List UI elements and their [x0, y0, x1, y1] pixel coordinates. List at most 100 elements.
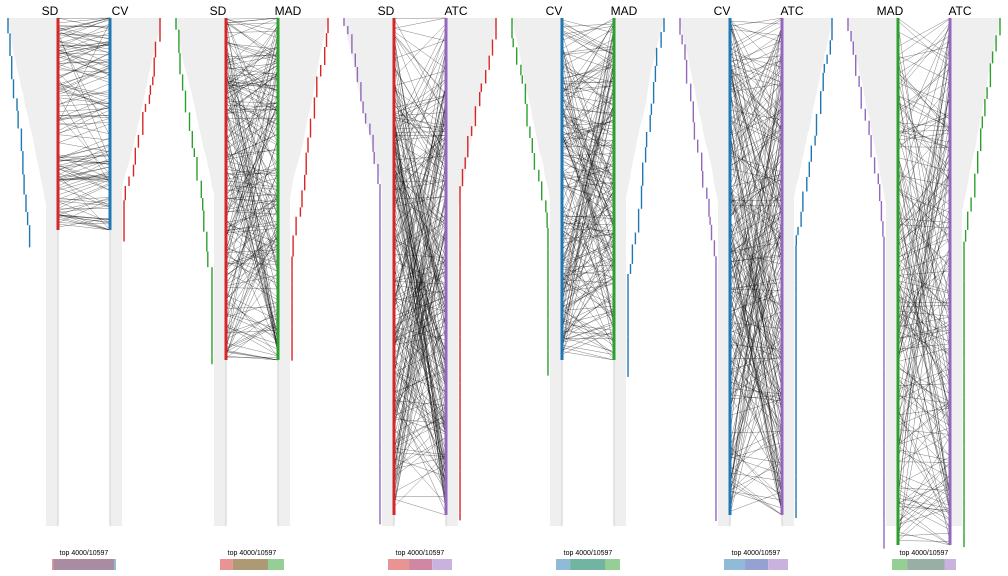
rank-connection-line — [561, 303, 615, 360]
rank-connection-line — [225, 291, 279, 357]
rank-connection-line — [393, 453, 447, 507]
rank-connection-line — [57, 144, 111, 158]
rank-connection-line — [57, 174, 111, 230]
rank-connection-line — [897, 410, 951, 530]
rank-connection-line — [561, 105, 615, 212]
rank-connection-line — [225, 329, 279, 334]
rank-connection-line — [729, 220, 783, 514]
rank-connection-line — [897, 132, 951, 141]
rank-connection-line — [897, 140, 951, 194]
rank-connection-line — [897, 20, 951, 68]
overlap-bar-right-only — [605, 559, 620, 570]
rank-connection-line — [561, 25, 615, 95]
rank-connection-line — [57, 97, 111, 119]
overlap-bar-right-only — [768, 559, 788, 570]
rank-connection-line — [393, 259, 447, 419]
rank-connection-line — [393, 132, 447, 194]
rank-connection-line — [225, 228, 279, 347]
rank-connection-line — [225, 32, 279, 265]
rank-connection-line — [57, 19, 111, 36]
rank-connection-line — [57, 155, 111, 162]
rank-connection-line — [57, 122, 111, 135]
rank-connection-line — [225, 22, 279, 26]
rank-connection-line — [561, 34, 615, 63]
rank-connection-line — [225, 317, 279, 359]
rank-connection-line — [729, 80, 783, 123]
rank-connection-line — [729, 325, 783, 446]
rank-connection-line — [225, 165, 279, 188]
rank-connection-line — [729, 388, 783, 395]
rank-connection-line — [225, 86, 279, 112]
rank-connection-line — [393, 98, 447, 130]
rank-connection-line — [393, 126, 447, 130]
rank-connection-line — [57, 102, 111, 107]
panel-cv-atc: CV ATC top 4000/10597 — [679, 4, 833, 570]
rank-connection-line — [561, 55, 615, 146]
right-distribution-area — [446, 18, 497, 526]
rank-connection-line — [729, 115, 783, 465]
rank-connection-line — [561, 204, 615, 238]
rank-connection-line — [225, 41, 279, 61]
rank-connection-line — [57, 108, 111, 112]
rank-connection-line — [225, 102, 279, 238]
rank-connection-line — [897, 473, 951, 496]
rank-connection-line — [729, 429, 783, 456]
rank-connection-line — [561, 202, 615, 229]
rank-connection-line — [225, 43, 279, 325]
left-column-label: SD — [210, 4, 227, 18]
rank-connection-line — [729, 242, 783, 505]
rank-connection-line — [729, 67, 783, 115]
rank-connection-line — [897, 23, 951, 385]
rank-connection-line — [393, 334, 447, 386]
rank-connection-line — [57, 177, 111, 196]
rank-connection-line — [561, 184, 615, 202]
rank-connection-line — [225, 237, 279, 276]
rank-connection-line — [393, 329, 447, 461]
rank-connection-line — [225, 138, 279, 193]
rank-connection-line — [393, 123, 447, 483]
rank-connection-line — [57, 160, 111, 167]
rank-connection-line — [561, 107, 615, 179]
right-distribution-area — [614, 18, 665, 526]
rank-connection-line — [897, 366, 951, 409]
rank-connection-line — [393, 284, 447, 294]
rank-connection-line — [561, 239, 615, 268]
rank-connection-line — [225, 101, 279, 132]
rank-connection-line — [225, 255, 279, 281]
rank-connection-line — [561, 262, 615, 304]
rank-connection-line — [729, 344, 783, 395]
rank-connection-line — [225, 91, 279, 251]
rank-connection-line — [225, 41, 279, 58]
rank-connection-line — [561, 19, 615, 243]
rank-connection-line — [225, 101, 279, 114]
rank-connection-line — [897, 292, 951, 357]
rank-connection-line — [729, 269, 783, 473]
rank-connection-line — [729, 145, 783, 205]
rank-connection-line — [897, 368, 951, 394]
rank-connection-line — [561, 94, 615, 204]
rank-connection-line — [225, 22, 279, 55]
rank-connection-line — [561, 141, 615, 182]
overlap-bar-right-only — [114, 559, 116, 570]
rank-connection-line — [561, 46, 615, 54]
rank-connection-line — [897, 265, 951, 539]
rank-connection-line — [57, 83, 111, 96]
rank-connection-line — [729, 254, 783, 313]
rank-connection-line — [393, 405, 447, 462]
rank-connection-line — [225, 126, 279, 212]
rank-connection-line — [897, 120, 951, 152]
rank-connection-line — [897, 482, 951, 504]
rank-connection-line — [561, 164, 615, 180]
rank-connection-line — [225, 342, 279, 357]
rank-connection-line — [393, 96, 447, 113]
panel-mad-atc: MAD ATC top 4000/10597 — [847, 4, 1001, 570]
rank-connection-line — [393, 276, 447, 362]
rank-connection-line — [897, 17, 951, 47]
rank-connection-line — [729, 152, 783, 213]
rank-connection-line — [225, 118, 279, 150]
top-n-label: top 4000/10597 — [732, 550, 781, 557]
rank-connection-line — [897, 404, 951, 445]
rank-connection-line — [729, 290, 783, 356]
rank-connection-line — [57, 42, 111, 48]
rank-connection-line — [897, 236, 951, 443]
